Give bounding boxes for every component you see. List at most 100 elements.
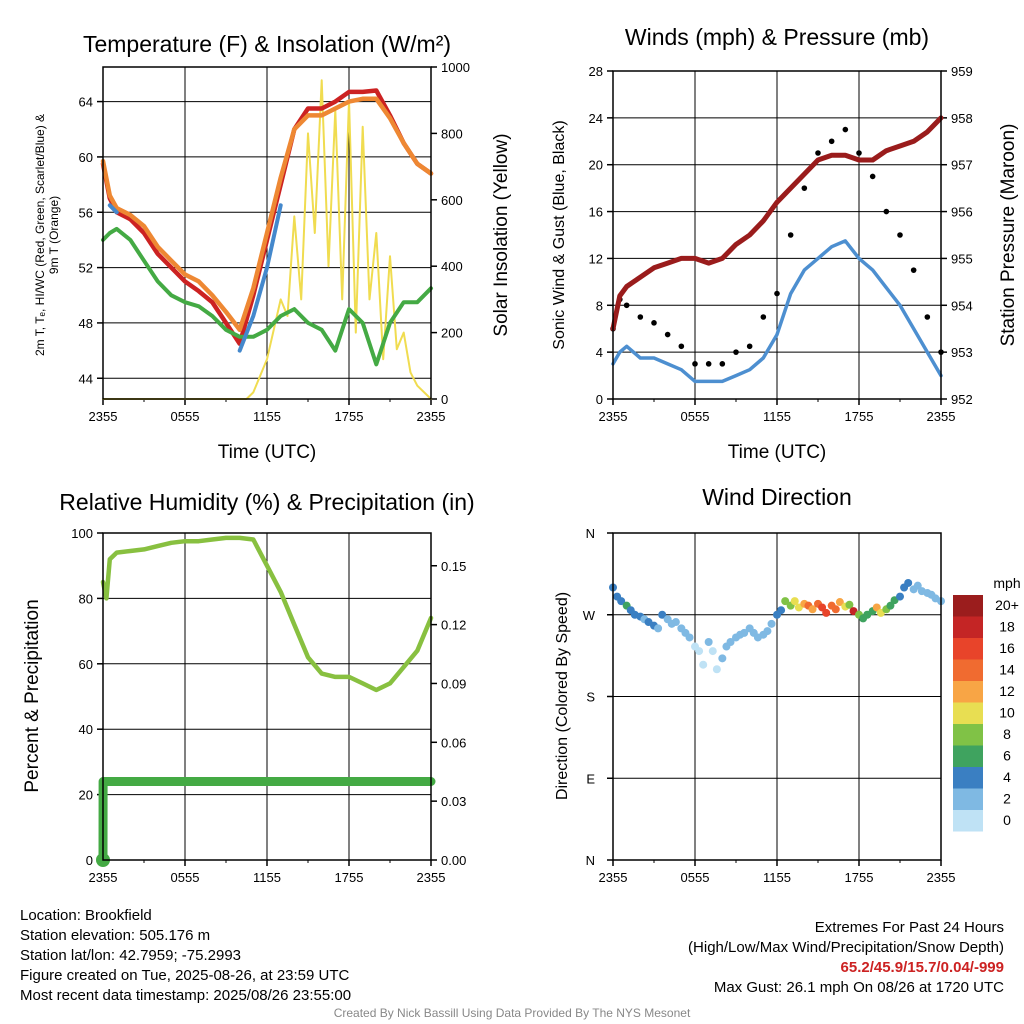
temp-chart-series-2-line — [101, 226, 433, 367]
wind-chart-x-tick-label: 1155 — [763, 409, 791, 424]
wind-chart-gust-point — [733, 349, 739, 355]
recent-data-text: Most recent data timestamp: 2025/08/26 2… — [20, 987, 352, 1004]
rh-chart-y2-tick-label: 0.03 — [441, 794, 466, 809]
dir-chart-direction-point — [818, 603, 827, 612]
dir-chart-direction-point — [658, 610, 667, 619]
elevation-text: Station elevation: 505.176 m — [20, 927, 211, 944]
legend-label: 16 — [999, 640, 1015, 656]
legend-label: 14 — [999, 662, 1015, 678]
wind-chart-y-tick-label: 20 — [589, 158, 603, 173]
temp-chart-x-tick-label: 1155 — [253, 409, 281, 424]
wind-chart-x-tick-label: 2355 — [599, 409, 628, 424]
dir-chart-direction-point — [726, 638, 735, 646]
temp-chart-y-tick-label: 64 — [79, 95, 93, 110]
temp-chart-y2-tick-label: 800 — [441, 126, 463, 141]
dir-chart-direction-point — [831, 605, 840, 614]
dir-chart-direction-point — [822, 608, 831, 617]
legend-label: 10 — [999, 705, 1015, 721]
rh-chart-ylabel: Percent & Precipitation — [22, 599, 43, 792]
legend-swatch — [953, 616, 983, 638]
legend-swatch — [953, 724, 983, 746]
temp-chart-y-tick-label: 56 — [79, 205, 93, 220]
wind-chart-gust-point — [774, 290, 780, 297]
dir-chart-direction-point — [712, 665, 721, 674]
wind-chart-gust-point — [651, 320, 657, 326]
wind-chart-y-tick-label: 0 — [596, 392, 603, 407]
temp-chart-ylabel: 2m T, Tₑ, HI/WC (Red, Green, Scarlet/Blu… — [33, 114, 61, 356]
legend-label: 2 — [1003, 791, 1011, 807]
wind-chart-gust-point — [842, 126, 849, 133]
temp-chart-title: Temperature (F) & Insolation (W/m²) — [83, 31, 451, 57]
dir-chart-direction-point — [886, 601, 895, 610]
dir-chart-direction-point — [781, 597, 790, 606]
rh-chart-title: Relative Humidity (%) & Precipitation (i… — [59, 489, 474, 515]
rh-chart-x-tick-label: 2355 — [417, 870, 446, 885]
dir-chart-y-tick-label: S — [586, 690, 595, 705]
temp-chart-y2-tick-label: 200 — [441, 326, 463, 341]
rh-chart-y2-tick-label: 0.06 — [441, 735, 466, 750]
latlon-text: Station lat/lon: 42.7959; -75.2993 — [20, 947, 242, 964]
rh-chart-y2-tick-label: 0.12 — [441, 618, 466, 633]
wind-chart-frame — [612, 70, 942, 400]
temp-chart-series-3-line — [107, 203, 119, 215]
legend-swatch — [953, 745, 983, 767]
dir-chart-direction-point — [777, 606, 786, 615]
dir-chart-direction-point — [845, 600, 854, 609]
temp-chart-y2-tick-label: 400 — [441, 259, 463, 274]
temp-chart-y-tick-label: 48 — [79, 316, 93, 331]
temp-chart-series-3-line — [237, 203, 283, 353]
dir-chart-x-tick-label: 1755 — [845, 870, 874, 885]
dir-chart-x-tick-label: 2355 — [599, 870, 628, 885]
dir-chart-direction-point — [685, 633, 694, 642]
wind-chart-gust-point — [924, 314, 931, 320]
wind-chart-gust-point — [856, 150, 862, 156]
wind-chart-gust-point — [705, 361, 712, 367]
wind-chart-y2-tick-label: 954 — [951, 298, 973, 313]
wind-chart-gust-point — [897, 232, 903, 238]
legend-title: mph — [993, 575, 1020, 591]
wind-chart-y2-tick-label: 955 — [951, 251, 973, 266]
credit-text: Created By Nick Bassill Using Data Provi… — [333, 1006, 691, 1020]
temp-chart-x-tick-label: 0555 — [171, 409, 200, 424]
rh-chart-rh-line — [100, 535, 434, 693]
wind-chart-gust-point — [801, 185, 808, 191]
legend-swatch — [953, 681, 983, 703]
temp-chart-y2label: Solar Insolation (Yellow) — [491, 133, 512, 336]
dir-chart-direction-point — [740, 628, 749, 637]
wind-chart-gust-point — [787, 232, 794, 238]
wind-chart-gust-point — [692, 361, 698, 367]
wind-chart-y2-tick-label: 958 — [951, 111, 973, 126]
extremes-title: Extremes For Past 24 Hours — [814, 919, 1004, 936]
rh-chart-y-tick-label: 80 — [79, 591, 93, 606]
legend-swatch — [953, 810, 983, 832]
location-text: Location: Brookfield — [20, 907, 152, 924]
wind-chart-y2label: Station Pressure (Maroon) — [998, 124, 1019, 347]
wind-chart-gust-point — [637, 314, 644, 320]
created-text: Figure created on Tue, 2025-08-26, at 23… — [20, 967, 350, 984]
rh-chart-x-tick-label: 1755 — [335, 870, 364, 885]
temp-chart-y-tick-label: 52 — [79, 261, 93, 276]
dir-chart-direction-point — [872, 603, 881, 612]
rh-chart-y-tick-label: 100 — [71, 526, 93, 541]
dir-chart-direction-point — [790, 597, 799, 606]
dir-chart-x-tick-label: 0555 — [681, 870, 710, 885]
temp-chart-x-tick-label: 1755 — [335, 409, 364, 424]
rh-chart-x-tick-label: 1155 — [253, 870, 281, 885]
legend-label: 12 — [999, 683, 1015, 699]
extremes-subtitle: (High/Low/Max Wind/Precipitation/Snow De… — [688, 939, 1004, 956]
dir-chart-y-tick-label: N — [586, 853, 595, 868]
rh-chart-y-tick-label: 20 — [79, 788, 93, 803]
wind-chart-xlabel: Time (UTC) — [728, 442, 827, 463]
wind-chart-x-tick-label: 1755 — [845, 409, 874, 424]
wind-chart-gust-point — [910, 267, 917, 273]
wind-chart-x-tick-label: 0555 — [681, 409, 710, 424]
dir-chart-direction-point — [617, 597, 626, 606]
dir-chart-x-tick-label: 2355 — [927, 870, 956, 885]
rh-chart-y-tick-label: 60 — [79, 657, 93, 672]
dir-chart-direction-point — [695, 647, 704, 656]
temp-chart-xlabel: Time (UTC) — [218, 442, 317, 463]
wind-chart-title: Winds (mph) & Pressure (mb) — [625, 24, 929, 50]
extremes-info: Extremes For Past 24 Hours (High/Low/Max… — [688, 918, 1004, 998]
dir-chart-y-tick-label: N — [586, 526, 595, 541]
dir-chart-direction-point — [654, 624, 663, 633]
